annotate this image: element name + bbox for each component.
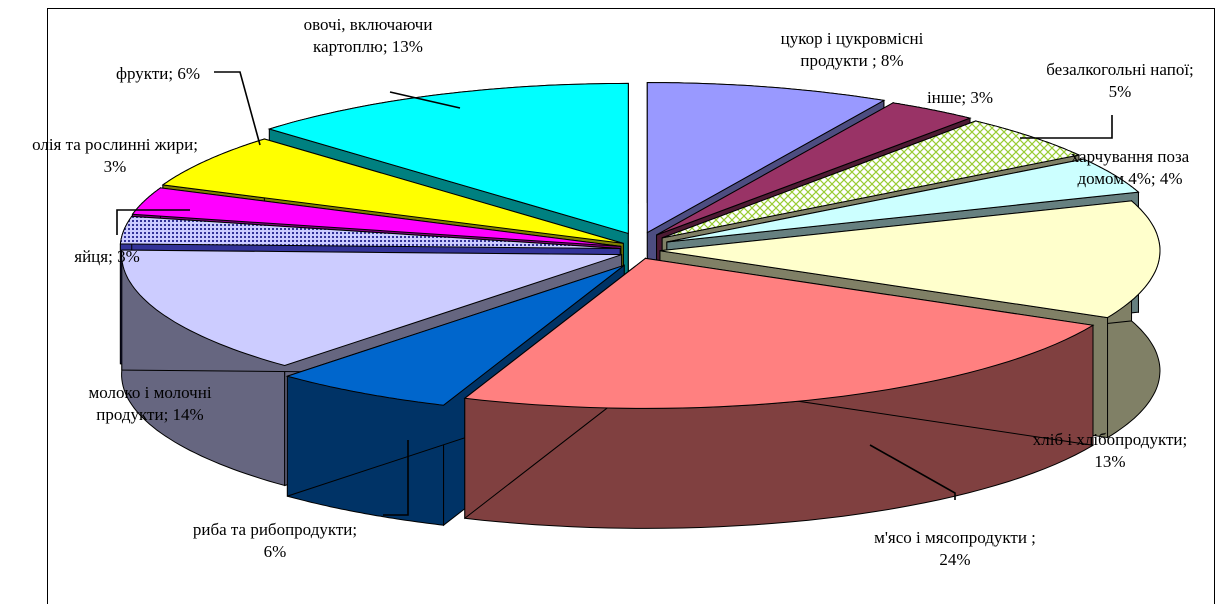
slice-top-bread bbox=[659, 200, 1161, 319]
data-label-sugar: цукор і цукровмісні продукти ; 8% bbox=[781, 29, 924, 70]
leader-line-drinks bbox=[1020, 115, 1113, 139]
data-label-veg: овочі, включаючи картоплю; 13% bbox=[304, 15, 433, 56]
leader-line-veg bbox=[389, 91, 461, 109]
data-label-bread: хліб і хлібопродукти; 13% bbox=[1033, 430, 1187, 471]
slice-top-meat bbox=[463, 257, 1095, 409]
data-label-eating_out: харчування поза домом 4%; 4% bbox=[1071, 147, 1190, 188]
data-label-oil: олія та рослинні жири; 3% bbox=[32, 135, 198, 176]
data-label-fish: риба та рибопродукти; 6% bbox=[193, 520, 357, 561]
pie-slice-meat bbox=[463, 257, 1095, 529]
data-label-meat: м'ясо і мясопродукти ; 24% bbox=[874, 528, 1036, 569]
leader-line-meat bbox=[869, 444, 956, 500]
slice-top-fish bbox=[285, 264, 625, 406]
data-label-drinks: безалкогольні напої; 5% bbox=[1046, 60, 1194, 101]
slice-top-veg bbox=[267, 82, 629, 235]
leader-line-fruit bbox=[214, 71, 261, 146]
leader-line-fish bbox=[383, 440, 409, 516]
slice-top-milk bbox=[121, 249, 622, 367]
data-label-eggs: яйця; 3% bbox=[74, 247, 139, 266]
data-label-other: інше; 3% bbox=[927, 88, 993, 107]
slice-top-eggs bbox=[119, 215, 621, 250]
slice-top-other bbox=[656, 102, 972, 236]
slice-top-eating_out bbox=[666, 158, 1140, 243]
data-label-fruit: фрукти; 6% bbox=[116, 64, 200, 83]
leader-line-eggs bbox=[116, 209, 190, 235]
slice-top-drinks bbox=[661, 120, 1081, 239]
slice-top-fruit bbox=[161, 138, 624, 244]
data-label-milk: молоко і молочні продукти; 14% bbox=[88, 383, 211, 424]
slice-top-sugar bbox=[646, 81, 886, 234]
